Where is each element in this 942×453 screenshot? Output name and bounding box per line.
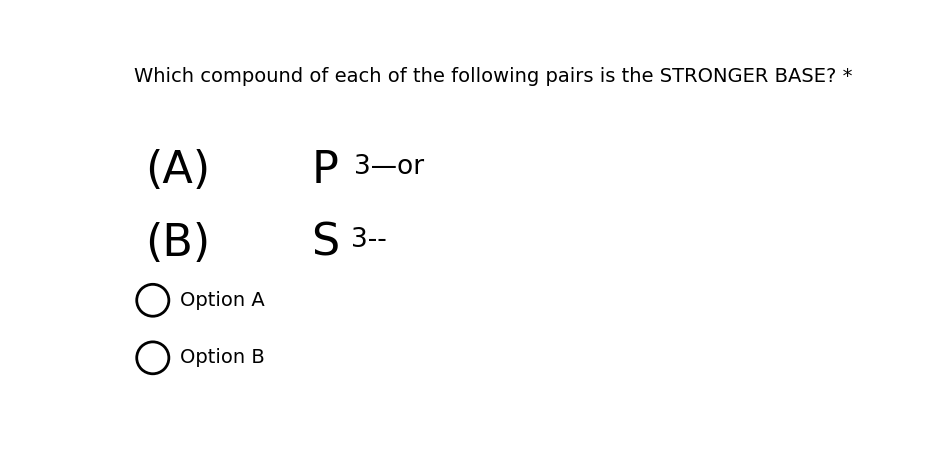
Text: (A): (A) <box>145 149 211 192</box>
Text: (B): (B) <box>145 222 211 265</box>
Text: Which compound of each of the following pairs is the STRONGER BASE? *: Which compound of each of the following … <box>134 67 853 86</box>
Text: Option B: Option B <box>180 348 265 367</box>
Text: 3—or: 3—or <box>353 154 424 180</box>
Text: S: S <box>311 222 339 265</box>
Text: P: P <box>311 149 338 192</box>
Text: 3--: 3-- <box>351 227 387 253</box>
Text: Option A: Option A <box>180 291 265 310</box>
